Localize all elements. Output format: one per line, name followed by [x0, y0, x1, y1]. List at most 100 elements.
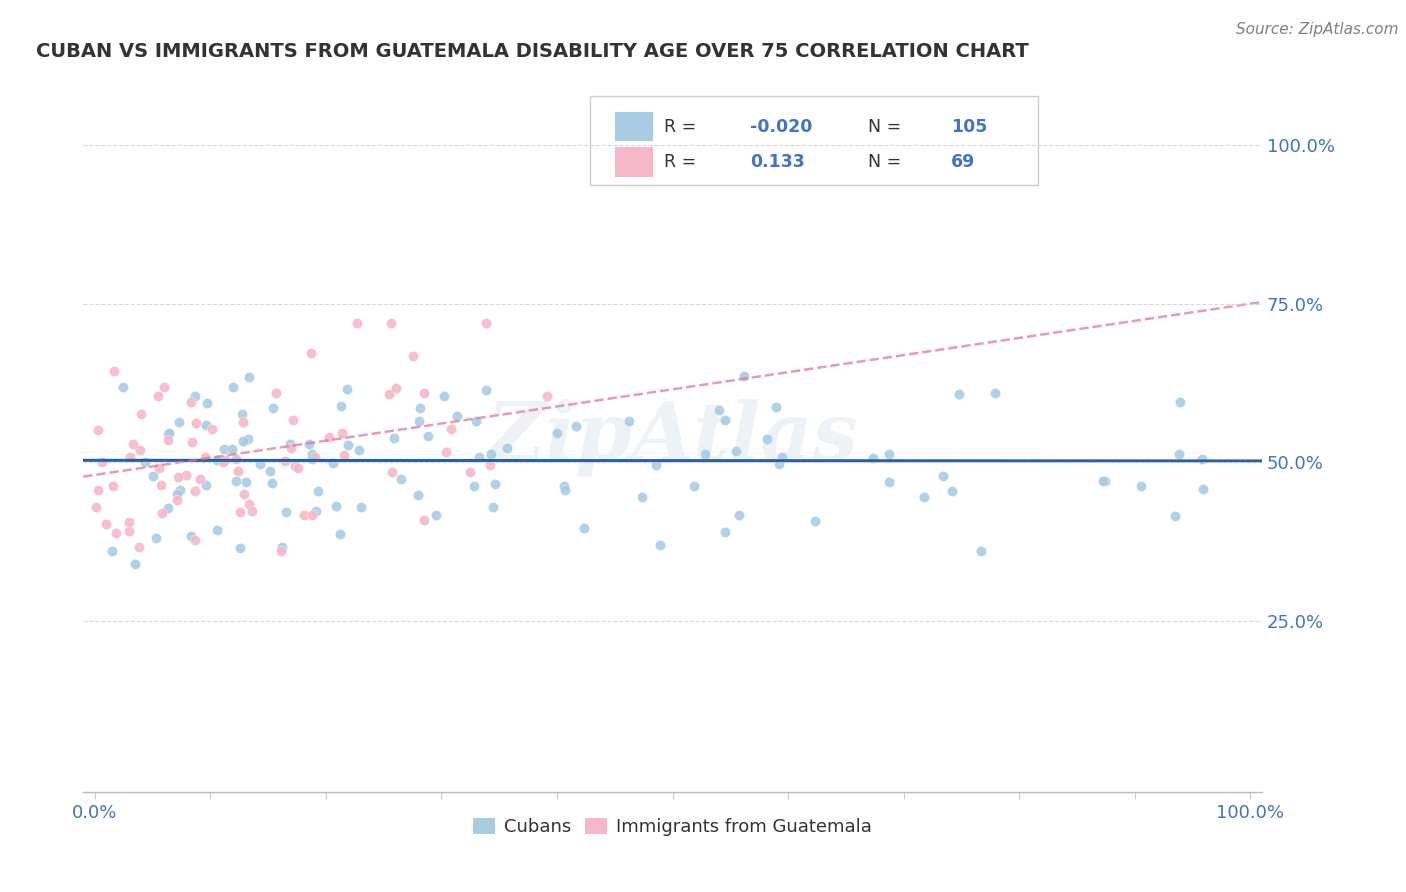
Point — [128, 442, 150, 457]
Point — [238, 432, 260, 446]
Point — [463, 479, 485, 493]
Point — [270, 540, 292, 554]
Point — [1094, 474, 1116, 488]
Point — [169, 483, 191, 498]
Point — [221, 442, 243, 457]
Point — [292, 508, 315, 523]
Point — [238, 370, 260, 384]
Point — [166, 493, 188, 508]
Point — [932, 469, 955, 483]
Point — [281, 412, 304, 426]
Point — [122, 437, 145, 451]
Point — [536, 389, 558, 403]
Point — [174, 467, 197, 482]
Point — [301, 447, 323, 461]
Point — [332, 448, 354, 462]
Point — [142, 468, 165, 483]
Point — [325, 499, 347, 513]
Text: N =: N = — [869, 153, 901, 171]
Point — [1191, 482, 1213, 496]
Point — [484, 477, 506, 491]
Point — [804, 515, 827, 529]
Point — [212, 455, 235, 469]
Point — [104, 525, 127, 540]
Point — [458, 465, 481, 479]
Point — [467, 450, 489, 465]
Point — [128, 541, 150, 555]
FancyBboxPatch shape — [614, 112, 652, 142]
Point — [157, 433, 180, 447]
Point — [287, 461, 309, 475]
Point — [118, 515, 141, 529]
Text: N =: N = — [869, 118, 901, 136]
Point — [1167, 447, 1189, 461]
Point — [284, 458, 307, 473]
Point — [156, 426, 179, 441]
Point — [382, 431, 405, 445]
Point — [118, 524, 141, 538]
Point — [433, 389, 456, 403]
Point — [406, 488, 429, 502]
Point — [195, 417, 218, 432]
Point — [350, 500, 373, 514]
Point — [565, 419, 588, 434]
Point — [346, 316, 368, 330]
Point — [87, 424, 110, 438]
Point — [329, 526, 352, 541]
Point — [412, 513, 434, 527]
Point — [756, 432, 779, 446]
Point — [412, 386, 434, 401]
Point — [464, 414, 486, 428]
Point — [329, 399, 352, 413]
Point — [232, 434, 254, 449]
Text: 0.133: 0.133 — [751, 153, 806, 171]
Point — [768, 457, 790, 471]
Point — [148, 460, 170, 475]
Point — [103, 364, 125, 378]
Point — [682, 479, 704, 493]
Point — [301, 508, 323, 522]
Point — [232, 415, 254, 429]
Point — [124, 557, 146, 571]
Point — [385, 382, 408, 396]
Point — [157, 425, 180, 440]
Point — [180, 395, 202, 409]
Point — [714, 413, 737, 427]
Point — [100, 544, 122, 558]
Point — [150, 478, 173, 492]
Point — [150, 506, 173, 520]
Point — [274, 454, 297, 468]
Point — [617, 414, 640, 428]
Point — [262, 401, 284, 416]
Point — [153, 379, 176, 393]
Point — [304, 450, 326, 464]
Point — [631, 490, 654, 504]
Point — [336, 438, 359, 452]
Point — [222, 380, 245, 394]
Point — [276, 505, 298, 519]
Point — [479, 447, 502, 461]
Point — [87, 483, 110, 497]
Point — [103, 479, 125, 493]
Point — [134, 455, 156, 469]
Point — [157, 501, 180, 516]
Text: CUBAN VS IMMIGRANTS FROM GUATEMALA DISABILITY AGE OVER 75 CORRELATION CHART: CUBAN VS IMMIGRANTS FROM GUATEMALA DISAB… — [37, 42, 1029, 61]
Point — [184, 483, 207, 498]
Point — [238, 497, 260, 511]
Point — [111, 380, 134, 394]
Point — [148, 388, 170, 402]
Point — [546, 425, 568, 440]
Point — [194, 450, 217, 465]
Point — [180, 435, 202, 450]
Point — [714, 525, 737, 540]
Point — [644, 458, 666, 473]
Point — [278, 436, 301, 450]
Text: 105: 105 — [950, 118, 987, 136]
Point — [425, 508, 447, 522]
Point — [262, 476, 284, 491]
Point — [214, 442, 236, 456]
Point — [733, 368, 755, 383]
Point — [183, 389, 205, 403]
Point — [765, 401, 787, 415]
Point — [446, 409, 468, 424]
